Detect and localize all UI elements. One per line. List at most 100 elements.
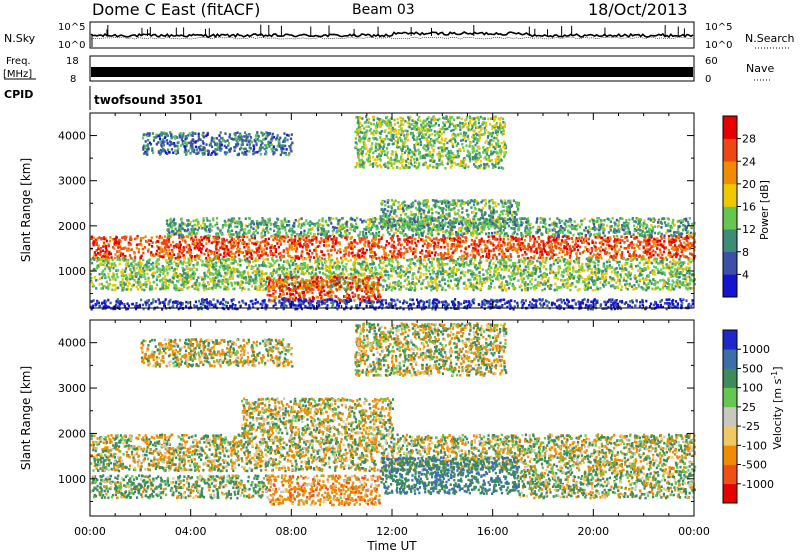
power-echo-cell [441,260,444,263]
power-echo-cell [597,267,600,271]
power-echo-cell [304,264,307,267]
power-echo-cell [683,255,686,258]
power-echo-cell [476,252,479,255]
power-echo-cell [490,235,493,238]
power-echo-cell [681,269,684,273]
power-echo-cell [523,245,526,248]
power-echo-cell [478,242,482,246]
power-echo-cell [108,267,111,270]
power-echo-cell [294,264,297,268]
power-echo-cell [358,278,361,281]
power-echo-cell [501,252,504,255]
power-echo-cell [359,272,362,276]
power-echo-cell [119,283,122,287]
power-echo-cell [501,277,504,280]
power-echo-cell [224,278,227,281]
power-echo-cell [92,243,95,247]
power-echo-cell [578,264,581,268]
power-echo-cell [230,281,233,285]
power-echo-cell [254,264,257,267]
power-echo-cell [643,281,646,285]
power-echo-cell [352,264,355,267]
power-echo-cell [348,294,351,297]
power-echo-cell [544,243,547,246]
power-echo-cell [271,287,274,290]
power-echo-cell [121,284,124,288]
power-echo-cell [356,261,359,265]
power-echo-cell [154,287,157,290]
power-echo-cell [613,254,616,258]
power-echo-cell [354,280,357,284]
power-echo-cell [461,272,464,275]
power-echo-cell [435,245,438,248]
power-echo-cell [91,280,94,284]
power-echo-cell [118,258,122,262]
power-echo-cell [193,247,196,250]
power-echo-cell [128,254,132,257]
power-echo-cell [662,264,665,267]
power-echo-cell [338,265,342,269]
power-echo-cell [328,255,331,258]
power-echo-cell [473,239,476,243]
power-echo-cell [464,236,467,239]
power-echo-cell [667,288,670,291]
power-echo-cell [187,267,190,270]
power-echo-cell [549,265,552,268]
noise-left-label: N.Sky [4,32,36,45]
power-echo-cell [583,287,586,290]
power-echo-cell [192,238,195,241]
power-echo-cell [216,237,219,240]
power-echo-cell [248,249,251,252]
power-echo-cell [288,266,291,270]
power-echo-cell [188,285,191,289]
power-echo-cell [243,246,246,249]
power-echo-cell [688,235,691,238]
power-echo-cell [478,271,481,275]
freq-label-line2: [MHz] [3,69,32,80]
power-echo-cell [512,269,515,273]
power-echo-cell [321,263,324,267]
power-echo-cell [435,277,438,281]
power-echo-cell [418,264,422,267]
power-echo-cell [408,282,411,285]
power-echo-cell [295,285,298,289]
power-echo-cell [102,284,105,288]
power-echo-cell [590,279,594,282]
power-echo-cell [279,274,282,277]
power-echo-cell [487,256,490,259]
power-echo-cell [684,247,687,250]
power-echo-cell [348,281,351,285]
power-echo-cell [332,263,335,267]
power-echo-cell [108,259,111,262]
power-echo-cell [159,287,162,291]
power-echo-cell [326,274,329,278]
power-echo-cell [262,253,265,256]
power-echo-cell [173,260,176,264]
power-echo-cell [568,277,571,280]
power-echo-cell [479,259,482,262]
power-echo-cell [645,261,648,265]
power-echo-cell [630,262,633,266]
power-echo-cell [297,239,300,243]
power-echo-cell [349,241,352,245]
power-echo-cell [161,265,164,268]
power-echo-cell [636,258,639,261]
power-echo-cell [155,253,158,256]
power-echo-cell [523,259,527,262]
power-echo-cell [487,285,491,288]
power-echo-cell [361,279,364,283]
power-echo-cell [539,256,542,259]
power-echo-cell [302,284,305,288]
power-echo-cell [321,283,324,286]
power-echo-cell [198,284,201,287]
power-echo-cell [262,283,265,287]
power-echo-cell [240,274,243,277]
power-echo-cell [601,272,604,275]
power-echo-cell [102,269,105,273]
power-echo-cell [541,289,544,292]
power-echo-cell [432,244,435,248]
power-echo-cell [319,276,322,279]
power-echo-cell [315,274,318,278]
power-echo-cell [290,259,293,263]
power-echo-cell [564,267,567,271]
